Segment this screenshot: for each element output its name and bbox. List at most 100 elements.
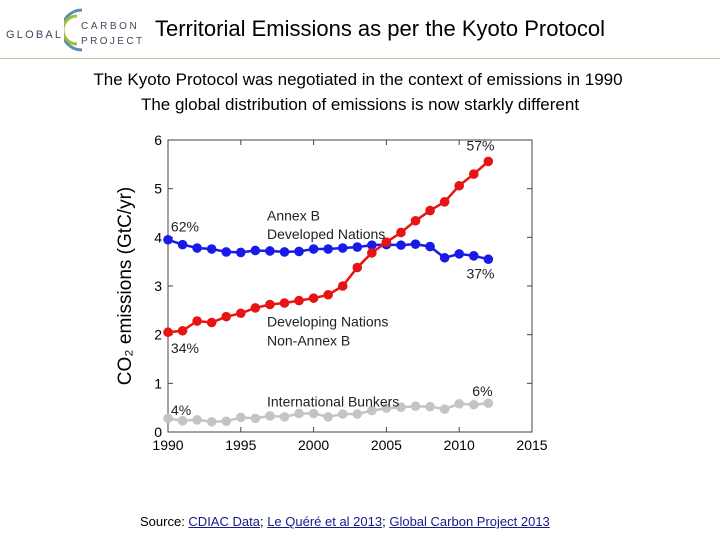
data-point-bunkers [396, 402, 406, 412]
chart-annotation: International Bunkers [267, 394, 399, 410]
y-tick-label: 4 [154, 229, 162, 245]
logo-word-project: PROJECT [81, 36, 145, 47]
data-point-annex_b [410, 239, 421, 249]
data-point-non_annex_b [381, 237, 392, 247]
data-point-bunkers [483, 398, 494, 409]
data-point-annex_b [308, 244, 319, 254]
chart-annotation: Annex B [267, 207, 320, 223]
source-separator: ; [259, 514, 268, 529]
y-tick-label: 2 [154, 327, 162, 343]
data-point-annex_b [163, 234, 173, 245]
source-prefix: Source: [140, 514, 189, 529]
source-link-cdiac[interactable]: CDIAC Data [188, 514, 260, 529]
data-point-non_annex_b [425, 205, 435, 216]
data-point-bunkers [192, 415, 202, 425]
data-point-non_annex_b [250, 303, 261, 313]
data-point-bunkers [454, 398, 465, 409]
data-point-non_annex_b [192, 316, 202, 326]
data-point-annex_b [352, 242, 363, 252]
data-point-annex_b [206, 244, 217, 254]
subtitle-line-2: The global distribution of emissions is … [140, 95, 580, 114]
logo-word-carbon: CARBON [81, 21, 140, 32]
data-point-bunkers [206, 416, 217, 427]
data-point-non_annex_b [163, 327, 173, 338]
chart-annotation: Non-Annex B [267, 332, 350, 348]
data-point-non_annex_b [294, 295, 304, 306]
data-point-annex_b [265, 246, 275, 256]
data-point-non_annex_b [308, 293, 319, 303]
y-tick-label: 0 [154, 424, 162, 440]
x-tick-label: 2010 [444, 437, 475, 453]
data-point-bunkers [337, 409, 348, 419]
data-point-annex_b [425, 241, 435, 252]
source-separator: ; [382, 514, 390, 529]
data-point-non_annex_b [410, 215, 421, 226]
y-tick-label: 5 [154, 181, 162, 197]
data-point-non_annex_b [236, 308, 246, 319]
chart-annotation: 34% [171, 340, 199, 356]
data-point-non_annex_b [396, 227, 406, 238]
data-point-non_annex_b [265, 299, 275, 310]
logo-arc-icon [64, 8, 83, 52]
data-point-non_annex_b [323, 289, 333, 300]
x-tick-label: 1995 [225, 437, 256, 453]
chart-annotation: 62% [171, 218, 199, 234]
data-point-annex_b [279, 247, 290, 257]
data-point-non_annex_b [367, 248, 377, 258]
data-point-annex_b [454, 249, 465, 259]
chart-annotation: Developed Nations [267, 226, 385, 242]
data-point-bunkers [439, 404, 450, 414]
data-point-bunkers [425, 401, 435, 412]
data-point-bunkers [177, 416, 188, 426]
data-point-bunkers [410, 401, 421, 412]
data-point-non_annex_b [352, 262, 363, 273]
data-point-bunkers [163, 413, 173, 424]
data-point-annex_b [221, 247, 232, 257]
data-point-annex_b [177, 239, 188, 250]
data-point-bunkers [236, 412, 246, 423]
chart-annotation: 4% [171, 402, 191, 418]
chart-annotation: 6% [472, 383, 492, 399]
header-divider [0, 58, 720, 59]
y-tick-label: 6 [154, 132, 162, 148]
data-point-bunkers [352, 409, 363, 419]
data-point-bunkers [381, 403, 392, 413]
data-point-non_annex_b [337, 281, 348, 291]
source-link-le-quere[interactable]: Le Quéré et al 2013 [267, 514, 383, 529]
data-point-bunkers [265, 411, 275, 421]
y-tick-label: 1 [154, 375, 162, 391]
data-point-annex_b [337, 243, 348, 253]
data-point-non_annex_b [439, 197, 450, 207]
data-point-annex_b [439, 252, 450, 263]
data-point-non_annex_b [206, 317, 217, 328]
x-tick-label: 2015 [516, 437, 547, 453]
data-point-non_annex_b [468, 169, 479, 179]
source-link-gcp[interactable]: Global Carbon Project 2013 [389, 514, 550, 529]
data-point-annex_b [294, 246, 304, 257]
data-point-bunkers [250, 413, 261, 424]
data-point-annex_b [396, 240, 406, 250]
data-point-annex_b [250, 245, 261, 256]
data-point-bunkers [308, 408, 319, 419]
data-point-annex_b [192, 243, 202, 253]
chart-annotation: 57% [466, 138, 494, 154]
x-tick-label: 2000 [298, 437, 329, 453]
data-point-non_annex_b [177, 325, 188, 336]
data-point-bunkers [294, 408, 304, 419]
data-point-non_annex_b [221, 311, 232, 322]
data-point-non_annex_b [454, 180, 465, 191]
data-point-non_annex_b [483, 156, 494, 167]
data-point-bunkers [323, 412, 333, 422]
data-point-bunkers [221, 416, 232, 427]
chart-annotation: Developing Nations [267, 313, 388, 329]
x-tick-label: 2005 [371, 437, 402, 453]
data-point-annex_b [236, 247, 246, 258]
data-point-bunkers [367, 405, 377, 416]
data-point-non_annex_b [279, 298, 290, 308]
data-point-annex_b [483, 254, 494, 265]
data-point-annex_b [367, 240, 377, 250]
page-title: Territorial Emissions as per the Kyoto P… [155, 16, 605, 41]
x-tick-label: 1990 [152, 437, 183, 453]
y-axis-label: CO₂ emissions (GtC/yr) [115, 187, 136, 385]
